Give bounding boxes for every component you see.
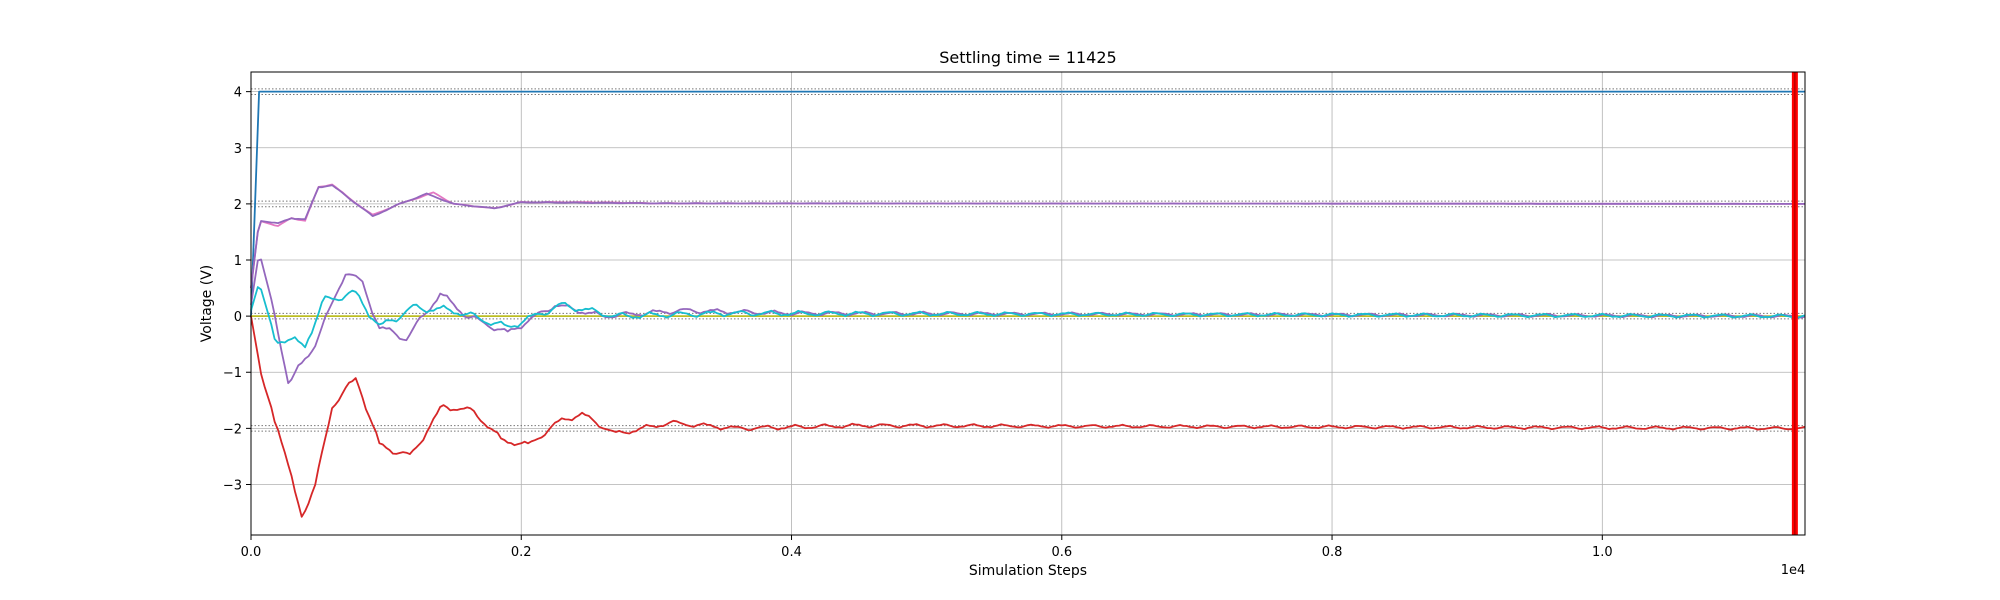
x-tick-label: 0.8 bbox=[1322, 545, 1343, 560]
x-tick-label: 0.6 bbox=[1051, 545, 1072, 560]
plot-frame bbox=[250, 71, 1806, 536]
y-tick-label: 3 bbox=[234, 142, 242, 157]
x-tick-label: 0.4 bbox=[781, 545, 802, 560]
series-line bbox=[250, 315, 1806, 518]
x-tick-label: 0.2 bbox=[511, 545, 532, 560]
y-tick-label: −3 bbox=[223, 478, 242, 493]
x-axis-label: Simulation Steps bbox=[969, 563, 1087, 579]
y-tick-label: −1 bbox=[223, 366, 242, 381]
y-tick-label: 1 bbox=[234, 254, 242, 269]
y-tick-label: 0 bbox=[234, 310, 242, 325]
y-tick-label: −2 bbox=[223, 422, 242, 437]
x-tick-label: 0.0 bbox=[241, 545, 262, 560]
series-lines bbox=[250, 90, 1806, 518]
series-line bbox=[250, 184, 1805, 289]
y-tick-label: 4 bbox=[234, 86, 242, 101]
series-line bbox=[250, 183, 1805, 289]
y-axis-label: Voltage (V) bbox=[199, 265, 215, 342]
y-tick-label: 2 bbox=[234, 198, 242, 213]
x-axis-ticks: 0.0 0.2 0.4 0.6 0.8 1.0 bbox=[241, 535, 1613, 560]
grid bbox=[250, 72, 1805, 535]
series-line bbox=[250, 286, 1806, 349]
chart-title: Settling time = 11425 bbox=[939, 48, 1116, 67]
y-axis-ticks: −3 −2 −1 0 1 2 3 4 bbox=[223, 86, 251, 493]
x-tick-label: 1.0 bbox=[1592, 545, 1613, 560]
series-line bbox=[250, 90, 1805, 317]
x-axis-offset-label: 1e4 bbox=[1781, 563, 1806, 578]
